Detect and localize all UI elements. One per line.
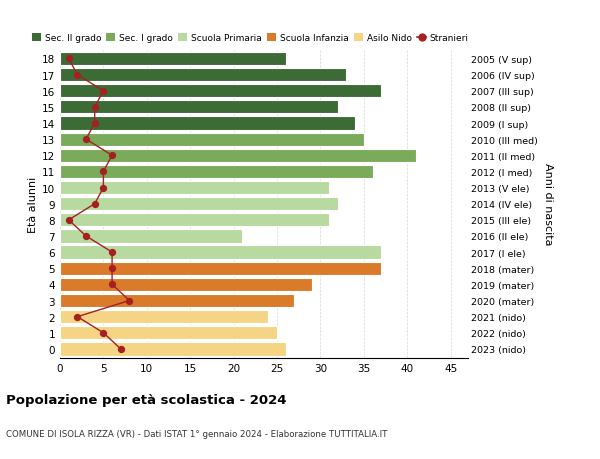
Point (90, 104, 100, 112)
Text: COMUNE DI ISOLA RIZZA (VR) - Dati ISTAT 1° gennaio 2024 - Elaborazione TUTTITALI: COMUNE DI ISOLA RIZZA (VR) - Dati ISTAT … (6, 429, 388, 438)
Bar (60, 262, 381, 275)
Bar (60, 230, 242, 243)
Point (90, 201, 100, 208)
Bar (60, 117, 355, 130)
Y-axis label: Anni di nascita: Anni di nascita (543, 163, 553, 246)
Bar (60, 85, 381, 98)
Point (107, 249, 117, 256)
Bar (60, 246, 381, 259)
Point (125, 297, 134, 304)
Point (64, 217, 73, 224)
Point (98, 88, 108, 95)
Bar (60, 342, 286, 356)
Bar (60, 133, 364, 146)
Bar (60, 165, 373, 179)
Text: Popolazione per età scolastica - 2024: Popolazione per età scolastica - 2024 (6, 393, 287, 406)
Bar (60, 69, 346, 82)
Bar (60, 53, 286, 66)
Y-axis label: Età alunni: Età alunni (28, 176, 38, 232)
Bar (60, 101, 338, 114)
Legend: Sec. II grado, Sec. I grado, Scuola Primaria, Scuola Infanzia, Asilo Nido, Stran: Sec. II grado, Sec. I grado, Scuola Prim… (32, 34, 469, 43)
Bar (60, 182, 329, 195)
Point (73, 72, 82, 79)
Point (64, 56, 73, 63)
Point (90, 120, 100, 128)
Point (98, 185, 108, 192)
Point (107, 265, 117, 272)
Bar (60, 326, 277, 340)
Point (98, 330, 108, 337)
Point (98, 168, 108, 176)
Point (107, 152, 117, 160)
Bar (60, 278, 312, 291)
Bar (60, 294, 295, 308)
Bar (60, 214, 329, 227)
Bar (60, 198, 338, 211)
Point (116, 346, 125, 353)
Point (107, 281, 117, 288)
Point (81, 233, 91, 240)
Point (73, 313, 82, 321)
Point (81, 136, 91, 144)
Bar (60, 310, 268, 324)
Bar (60, 149, 416, 162)
